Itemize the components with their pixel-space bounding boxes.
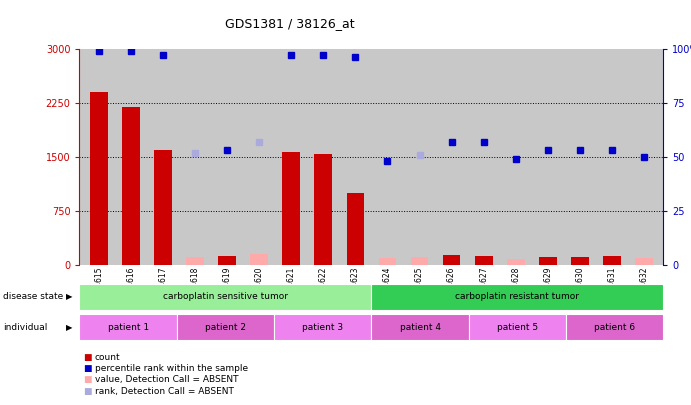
Bar xyxy=(507,259,524,265)
Bar xyxy=(79,284,372,310)
Text: carboplatin resistant tumor: carboplatin resistant tumor xyxy=(455,292,579,301)
Bar xyxy=(283,152,300,265)
Bar xyxy=(372,284,663,310)
Text: individual: individual xyxy=(3,322,48,332)
Bar xyxy=(186,257,204,265)
Bar xyxy=(410,257,428,265)
Text: patient 6: patient 6 xyxy=(594,322,635,332)
Bar xyxy=(347,193,364,265)
Bar xyxy=(468,314,566,340)
Bar xyxy=(635,258,653,265)
Bar xyxy=(90,92,108,265)
Bar xyxy=(475,256,493,265)
Text: patient 2: patient 2 xyxy=(205,322,246,332)
Bar xyxy=(154,150,171,265)
Text: rank, Detection Call = ABSENT: rank, Detection Call = ABSENT xyxy=(95,387,234,396)
Bar xyxy=(443,255,460,265)
Text: carboplatin sensitive tumor: carboplatin sensitive tumor xyxy=(163,292,288,301)
Text: ■: ■ xyxy=(83,387,91,396)
Text: ■: ■ xyxy=(83,364,91,373)
Text: patient 1: patient 1 xyxy=(108,322,149,332)
Bar xyxy=(177,314,274,340)
Bar xyxy=(571,257,589,265)
Bar xyxy=(603,256,621,265)
Text: patient 5: patient 5 xyxy=(497,322,538,332)
Text: disease state: disease state xyxy=(3,292,64,301)
Bar xyxy=(379,258,396,265)
Text: ▶: ▶ xyxy=(66,292,73,301)
Text: ▶: ▶ xyxy=(66,322,73,332)
Bar xyxy=(372,314,468,340)
Bar xyxy=(566,314,663,340)
Bar xyxy=(274,314,372,340)
Bar xyxy=(539,257,557,265)
Bar xyxy=(218,256,236,265)
Text: percentile rank within the sample: percentile rank within the sample xyxy=(95,364,248,373)
Bar xyxy=(122,107,140,265)
Text: patient 4: patient 4 xyxy=(399,322,441,332)
Bar xyxy=(314,154,332,265)
Text: ■: ■ xyxy=(83,353,91,362)
Text: patient 3: patient 3 xyxy=(302,322,343,332)
Text: count: count xyxy=(95,353,120,362)
Text: GDS1381 / 38126_at: GDS1381 / 38126_at xyxy=(225,17,355,30)
Text: ■: ■ xyxy=(83,375,91,384)
Bar xyxy=(250,254,268,265)
Text: value, Detection Call = ABSENT: value, Detection Call = ABSENT xyxy=(95,375,238,384)
Bar xyxy=(79,314,177,340)
